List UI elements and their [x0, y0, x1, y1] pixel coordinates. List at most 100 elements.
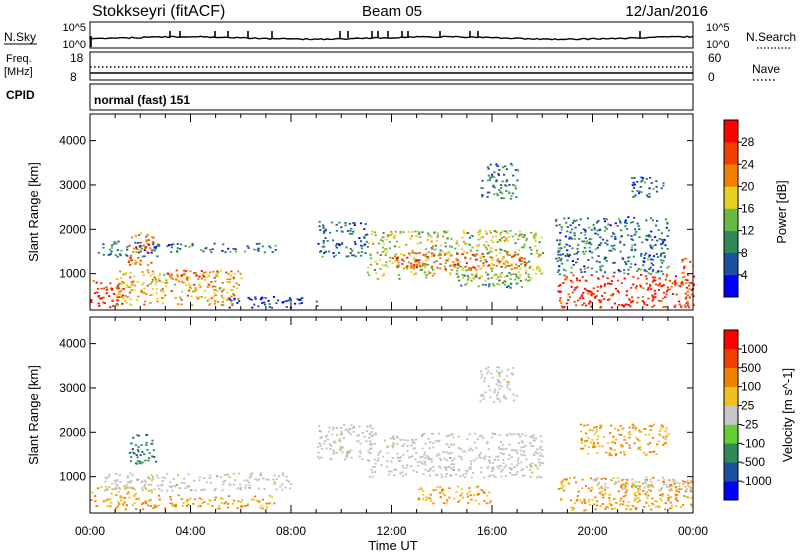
scatter-cell	[563, 274, 566, 277]
scatter-cell	[598, 244, 601, 247]
scatter-cell	[220, 502, 223, 504]
scatter-cell	[258, 506, 262, 509]
scatter-cell	[600, 285, 603, 287]
scatter-cell	[558, 273, 562, 276]
scatter-cell	[574, 261, 578, 264]
scatter-cell	[558, 249, 561, 252]
scatter-cell	[193, 498, 196, 501]
scatter-cell	[639, 448, 642, 451]
scatter-cell	[251, 472, 254, 475]
scatter-cell	[607, 506, 610, 509]
scatter-cell	[559, 487, 562, 490]
scatter-cell	[511, 268, 514, 271]
scatter-cell	[136, 434, 139, 436]
scatter-cell	[221, 489, 224, 492]
scatter-cell	[660, 187, 663, 190]
scatter-cell	[424, 451, 427, 454]
scatter-cell	[396, 265, 399, 268]
scatter-cell	[106, 488, 109, 491]
scatter-cell	[208, 303, 211, 306]
scatter-cell	[507, 262, 510, 264]
scatter-cell	[209, 248, 212, 251]
scatter-cell	[485, 502, 488, 505]
scatter-cell	[323, 230, 326, 233]
nsky-line	[89, 35, 694, 41]
scatter-cell	[487, 475, 490, 478]
scatter-cell	[490, 267, 493, 270]
scatter-cell	[653, 450, 656, 453]
scatter-cell	[380, 464, 383, 467]
scatter-cell	[507, 458, 510, 460]
scatter-cell	[590, 274, 593, 276]
scatter-cell	[596, 438, 599, 441]
scatter-cell	[402, 453, 405, 456]
scatter-cell	[520, 286, 523, 288]
scatter-cell	[156, 300, 159, 303]
scatter-cell	[527, 276, 530, 278]
scatter-cell	[412, 265, 416, 268]
scatter-cell	[411, 441, 414, 444]
scatter-cell	[530, 277, 533, 280]
scatter-cell	[495, 192, 498, 195]
scatter-cell	[522, 245, 525, 248]
scatter-cell	[628, 431, 631, 433]
scatter-cell	[641, 179, 644, 182]
scatter-cell	[619, 240, 622, 243]
scatter-cell	[516, 282, 519, 285]
scatter-cell	[124, 273, 127, 276]
scatter-cell	[186, 485, 189, 487]
scatter-cell	[570, 279, 573, 282]
scatter-cell	[394, 253, 398, 256]
scatter-cell	[422, 473, 425, 476]
scatter-cell	[427, 437, 430, 440]
scatter-cell	[616, 477, 620, 480]
scatter-cell	[192, 480, 196, 482]
scatter-cell	[487, 244, 490, 247]
scatter-cell	[501, 443, 504, 446]
scatter-cell	[667, 499, 670, 502]
scatter-cell	[655, 180, 658, 183]
scatter-cell	[678, 482, 681, 485]
scatter-cell	[487, 191, 490, 194]
scatter-cell	[444, 269, 447, 272]
scatter-cell	[503, 378, 506, 381]
scatter-cell	[153, 249, 156, 252]
scatter-cell	[394, 260, 397, 263]
scatter-cell	[664, 438, 667, 440]
scatter-cell	[565, 302, 569, 305]
scatter-cell	[161, 484, 164, 487]
scatter-cell	[140, 247, 143, 250]
scatter-cell	[596, 229, 599, 232]
scatter-cell	[129, 472, 132, 475]
scatter-cell	[481, 283, 484, 286]
scatter-cell	[500, 470, 503, 473]
scatter-cell	[622, 451, 626, 453]
scatter-cell	[506, 239, 509, 242]
scatter-cell	[591, 251, 594, 254]
scatter-cell	[337, 439, 340, 442]
scatter-cell	[557, 251, 560, 253]
scatter-cell	[154, 245, 158, 248]
scatter-cell	[147, 490, 151, 492]
scatter-cell	[394, 234, 397, 237]
scatter-cell	[129, 256, 132, 259]
scatter-cell	[199, 295, 202, 298]
scatter-cell	[422, 254, 425, 256]
scatter-cell	[485, 240, 488, 243]
scatter-cell	[318, 425, 321, 427]
scatter-cell	[116, 278, 119, 280]
scatter-cell	[182, 269, 185, 272]
scatter-cell	[382, 274, 385, 276]
scatter-cell	[151, 439, 154, 442]
scatter-cell	[466, 470, 469, 473]
scatter-cell	[510, 433, 514, 436]
scatter-cell	[254, 478, 257, 481]
scatter-cell	[603, 218, 606, 220]
scatter-cell	[535, 465, 538, 468]
scatter-cell	[373, 443, 376, 445]
scatter-cell	[141, 255, 144, 258]
scatter-cell	[115, 304, 118, 306]
scatter-cell	[521, 441, 525, 444]
scatter-cell	[644, 428, 647, 430]
scatter-cell	[140, 481, 143, 483]
